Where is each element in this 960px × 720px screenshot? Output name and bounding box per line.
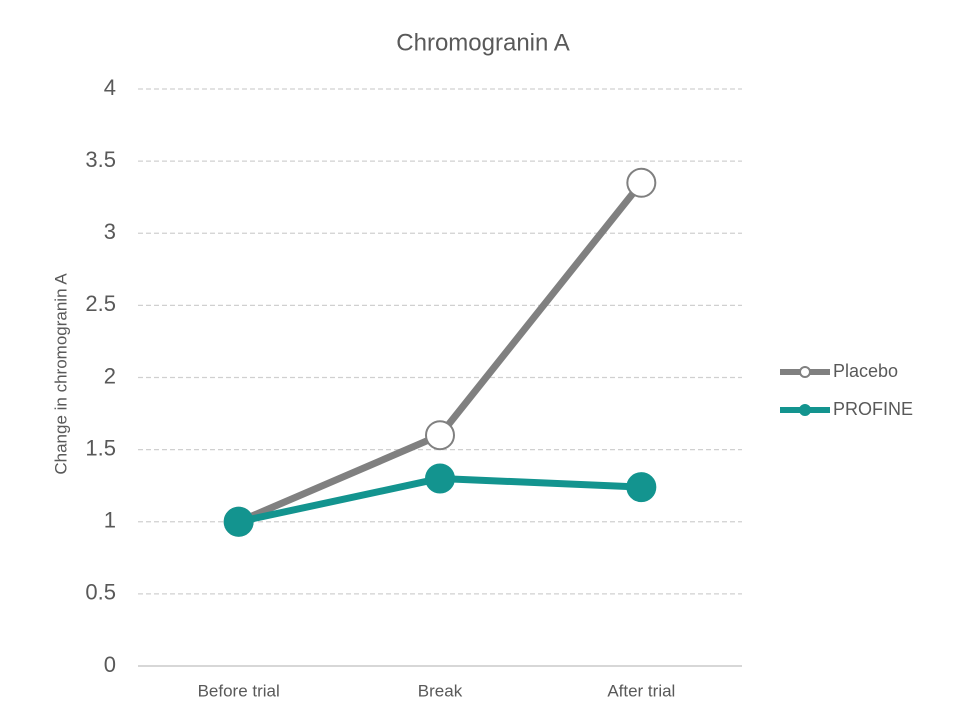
y-tick-label: 3.5 (85, 147, 116, 172)
marker (626, 472, 657, 503)
marker (425, 463, 455, 494)
x-tick-label: After trial (607, 681, 675, 700)
marker (425, 420, 455, 451)
y-tick-label: 0 (104, 652, 116, 677)
y-tick-label: 4 (104, 75, 116, 100)
y-tick-label: 2 (104, 363, 116, 388)
marker (626, 167, 657, 198)
y-tick-label: 2.5 (85, 291, 116, 316)
legend-label: Placebo (833, 361, 898, 381)
legend-label: PROFINE (833, 399, 913, 419)
x-tick-label: Break (418, 681, 463, 700)
y-tick-label: 1 (104, 508, 116, 533)
y-tick-label: 0.5 (85, 580, 116, 605)
y-axis-label: Change in chromogranin A (51, 273, 70, 475)
marker (223, 506, 254, 537)
chart-title: Chromogranin A (396, 29, 569, 56)
legend-marker (799, 404, 811, 416)
y-tick-label: 3 (104, 219, 116, 244)
legend-marker (799, 366, 811, 378)
x-tick-label: Before trial (198, 681, 280, 700)
y-tick-label: 1.5 (85, 435, 116, 460)
